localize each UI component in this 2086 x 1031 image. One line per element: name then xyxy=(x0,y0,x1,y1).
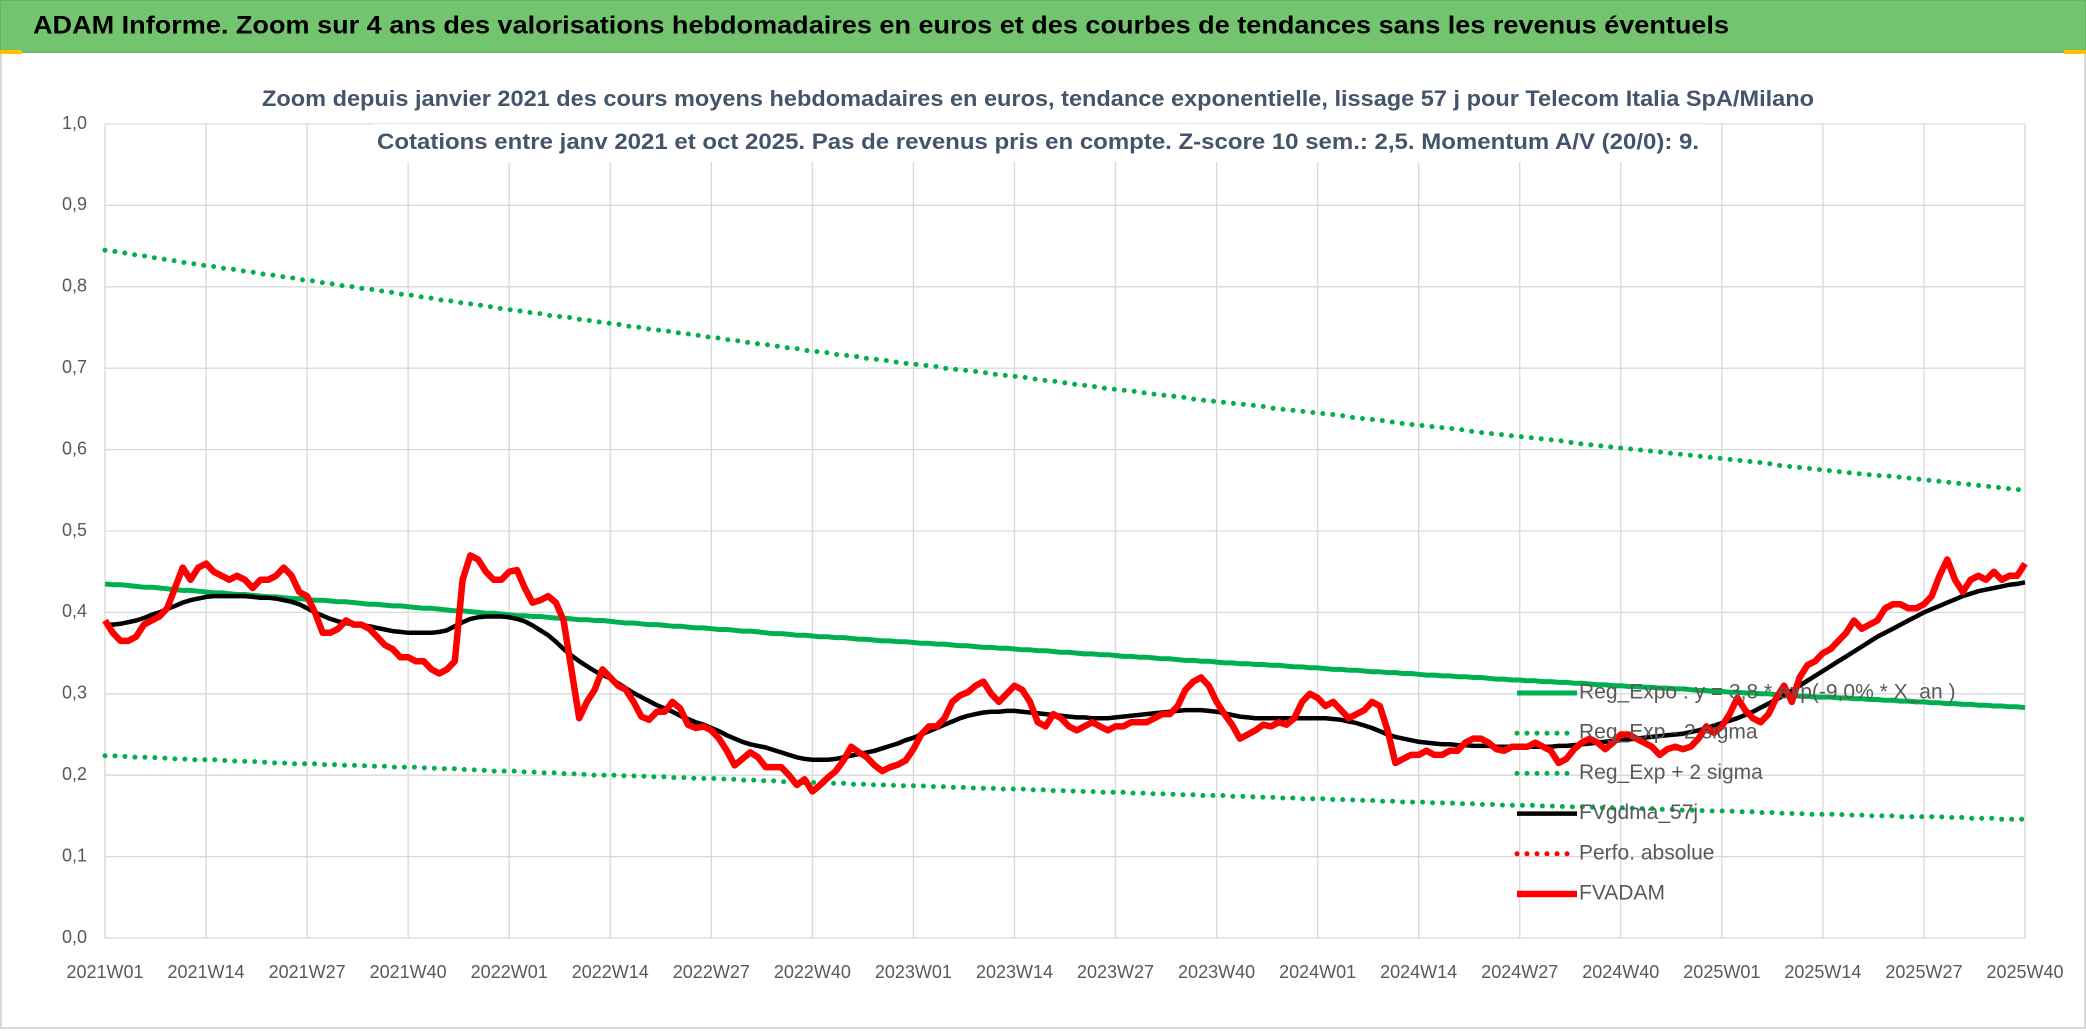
chart-title: Zoom depuis janvier 2021 des cours moyen… xyxy=(262,86,1814,111)
y-tick-label: 0,8 xyxy=(62,276,87,296)
subtitle-backdrop xyxy=(372,124,1704,162)
x-tick-label: 2023W27 xyxy=(1077,962,1154,982)
series-line xyxy=(102,247,2028,493)
x-tick-label: 2023W01 xyxy=(875,962,952,982)
x-tick-label: 2021W14 xyxy=(168,962,245,982)
legend-label: FVgdma_57j xyxy=(1579,801,1698,824)
title-backdrop xyxy=(258,82,1818,118)
chart-frame xyxy=(0,51,2086,1029)
x-tick-label: 2021W27 xyxy=(269,962,346,982)
y-tick-label: 0,9 xyxy=(62,194,87,214)
y-tick-label: 0,7 xyxy=(62,357,87,377)
x-tick-label: 2022W14 xyxy=(572,962,649,982)
y-tick-label: 0,2 xyxy=(62,764,87,784)
y-tick-label: 0,0 xyxy=(62,927,87,947)
x-tick-label: 2024W01 xyxy=(1279,962,1356,982)
y-tick-label: 0,6 xyxy=(62,438,87,458)
chart-subtitle: Cotations entre janv 2021 et oct 2025. P… xyxy=(377,129,1699,154)
legend-label: Reg_Expo : y = 3,8 * exp(-9,0% * X_an ) xyxy=(1579,681,1955,704)
y-tick-label: 0,4 xyxy=(62,601,87,621)
y-tick-label: 0,3 xyxy=(62,683,87,703)
y-tick-label: 0,5 xyxy=(62,520,87,540)
x-tick-label: 2023W40 xyxy=(1178,962,1255,982)
x-tick-label: 2022W27 xyxy=(673,962,750,982)
corner-accent xyxy=(2064,50,2086,54)
legend: Reg_Expo : y = 3,8 * exp(-9,0% * X_an ) R… xyxy=(1514,681,1955,905)
x-tick-label: 2025W14 xyxy=(1784,962,1861,982)
series-layer xyxy=(102,247,2028,822)
x-tick-label: 2025W40 xyxy=(1986,962,2063,982)
y-tick-label: 0,1 xyxy=(62,845,87,865)
legend-label: Reg_Exp + 2 sigma xyxy=(1579,761,1763,784)
series-line xyxy=(104,581,2026,711)
corner-accent xyxy=(0,50,22,54)
page-title: ADAM Informe. Zoom sur 4 ans des valoris… xyxy=(33,12,1729,40)
x-tick-label: 2021W01 xyxy=(66,962,143,982)
series-line xyxy=(102,552,2028,795)
x-tick-label: 2023W14 xyxy=(976,962,1053,982)
x-tick-label: 2024W27 xyxy=(1481,962,1558,982)
x-tick-label: 2024W40 xyxy=(1582,962,1659,982)
legend-label: FVADAM xyxy=(1579,882,1665,905)
title-bar xyxy=(0,0,2086,53)
series-line xyxy=(102,753,2028,822)
plot-area: 0,0 0,1 0,2 0,3 0,4 0,5 0,6 0,7 0,8 0,9 1,0 2021W01… xyxy=(62,113,2064,982)
x-tick-label: 2021W40 xyxy=(370,962,447,982)
x-tick-label: 2024W14 xyxy=(1380,962,1457,982)
x-tick-label: 2022W40 xyxy=(774,962,851,982)
x-tick-label: 2022W01 xyxy=(471,962,548,982)
y-tick-label: 1,0 xyxy=(62,113,87,133)
x-tick-label: 2025W27 xyxy=(1885,962,1962,982)
legend-label: Perfo. absolue xyxy=(1579,841,1714,864)
legend-label: Reg_Exp - 2 sigma xyxy=(1579,721,1758,744)
x-tick-label: 2025W01 xyxy=(1683,962,1760,982)
